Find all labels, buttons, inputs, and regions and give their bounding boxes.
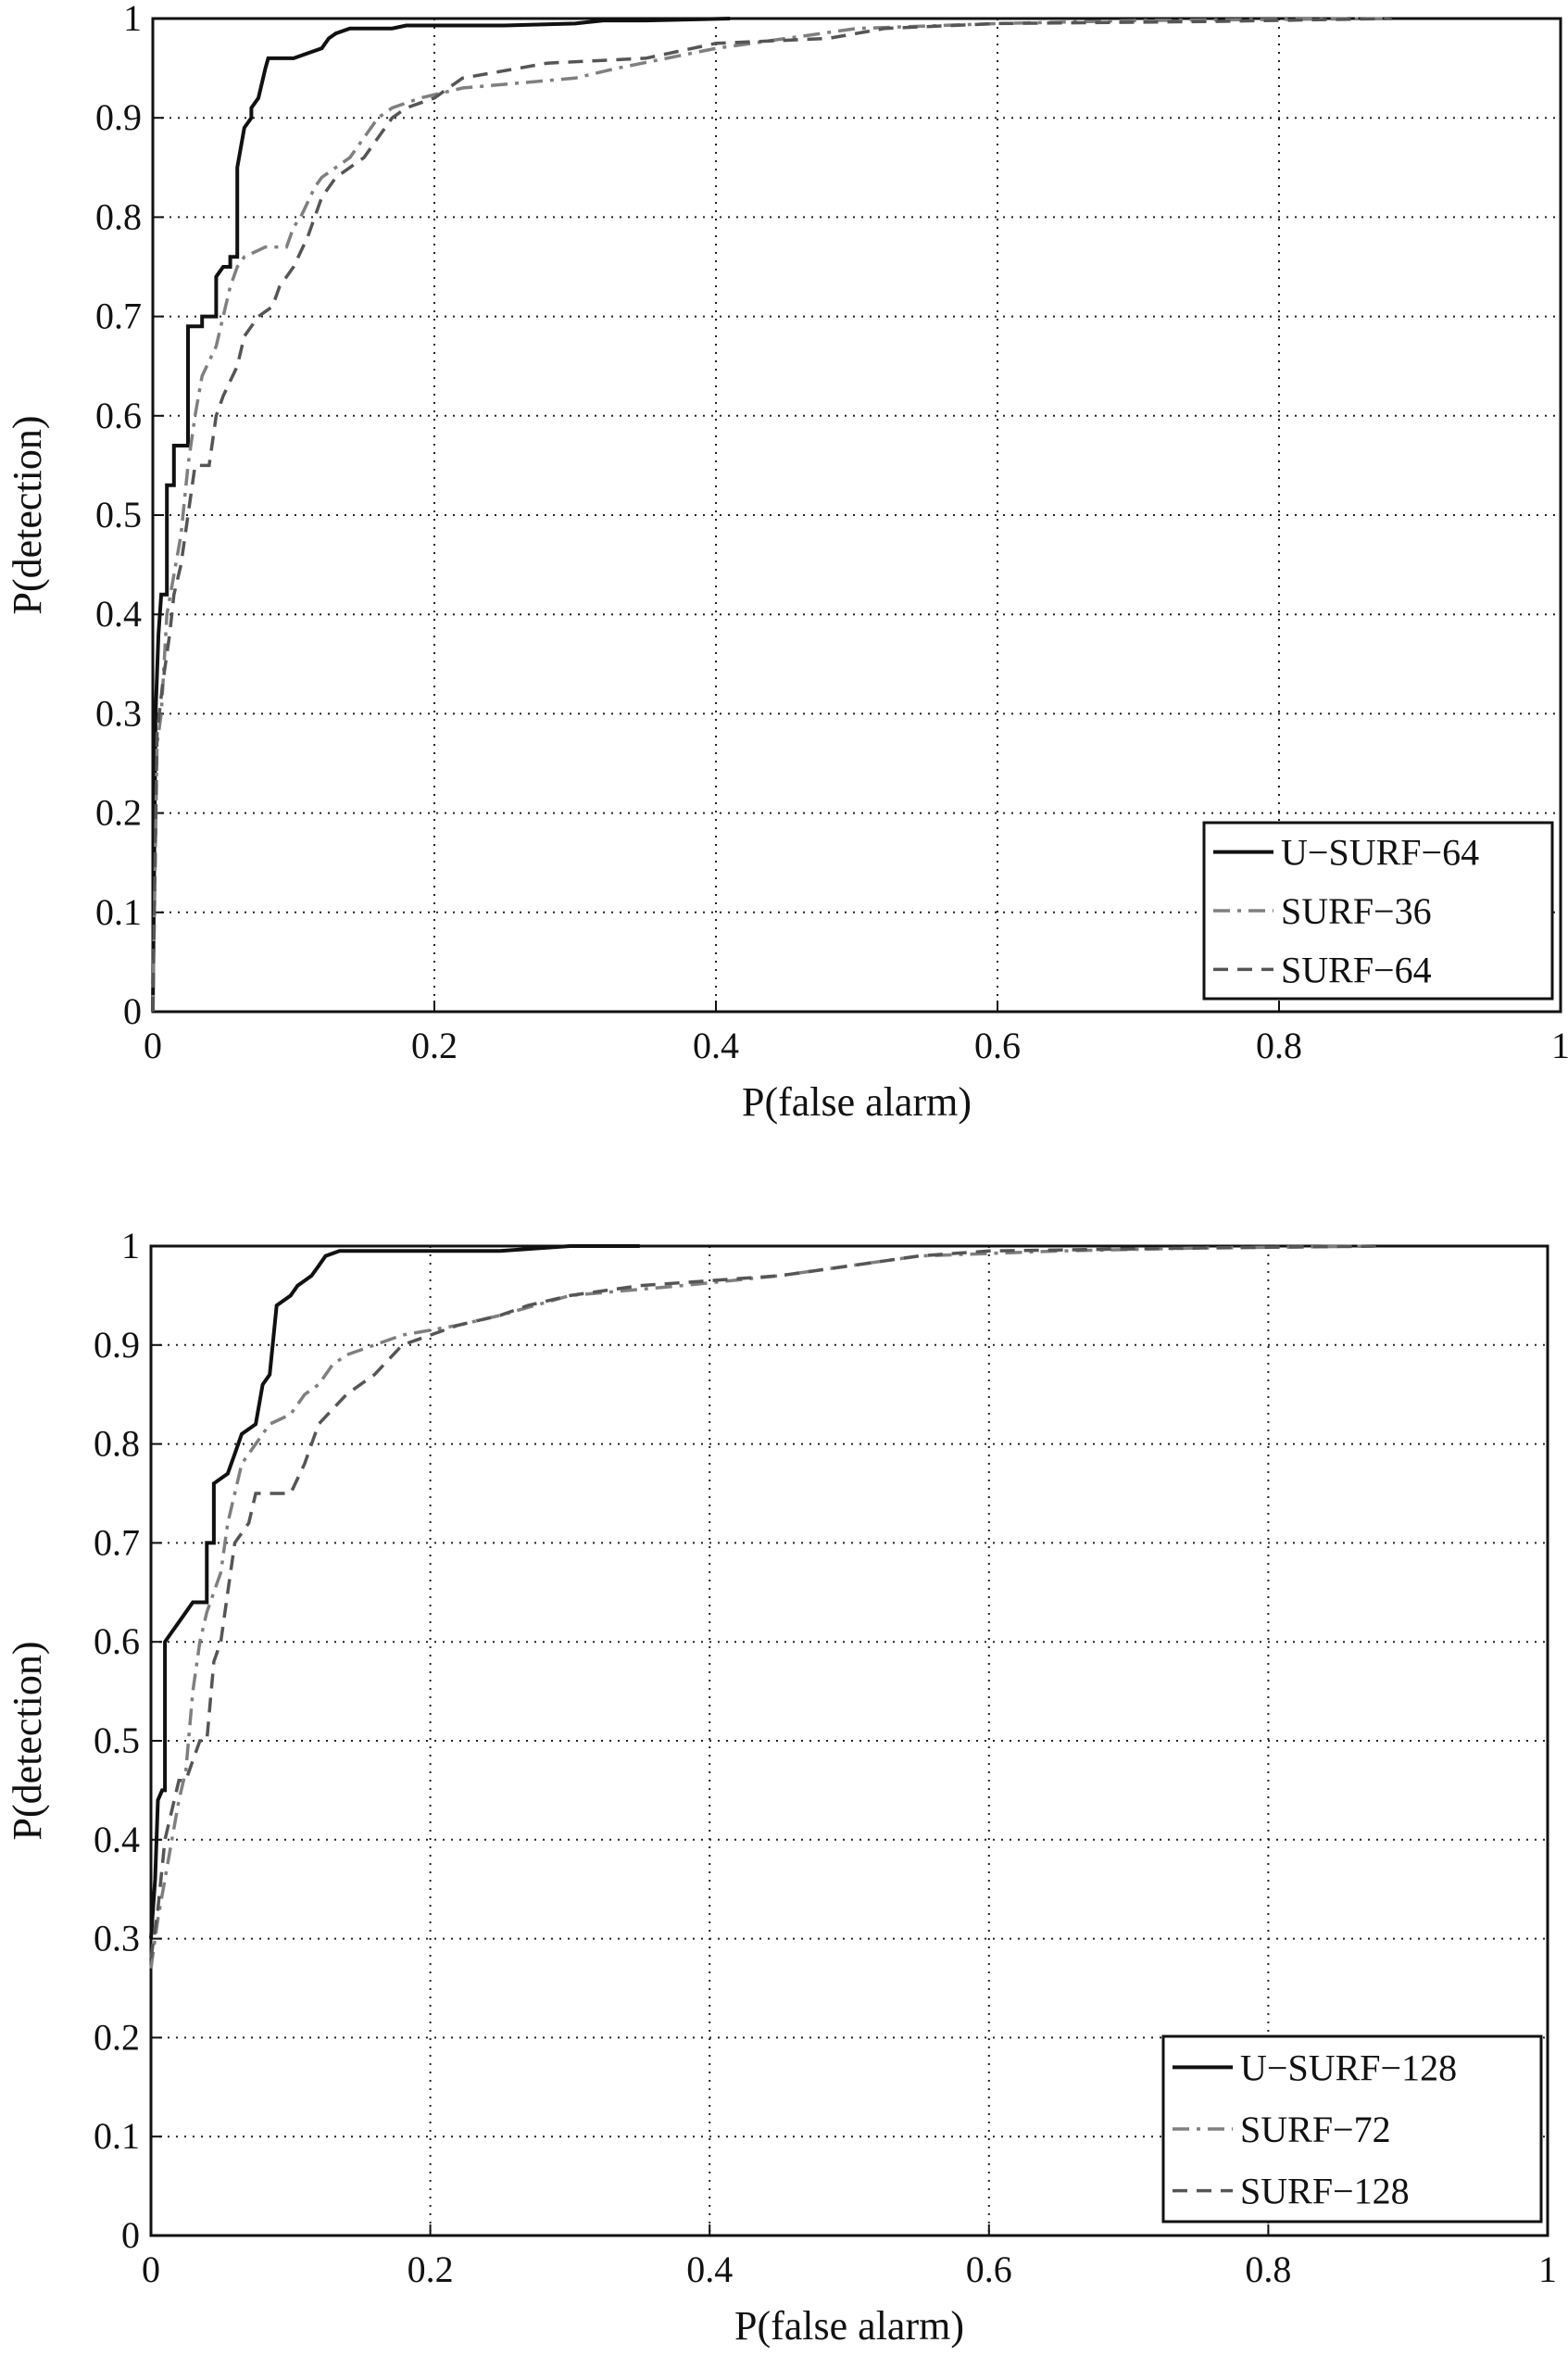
series-line — [151, 17, 1392, 1013]
y-axis-label: P(detection) — [5, 1641, 50, 1840]
y-tick-label: 1 — [123, 0, 142, 39]
plot-frame — [151, 17, 1562, 1014]
y-tick-label: 1 — [121, 1225, 140, 1266]
x-tick-label: 0.4 — [693, 1025, 739, 1066]
chart-top: 0 0.2 0.4 0.6 0.8 1 0 0.1 0.2 0.3 0.4 0.5 0.6 0.7 0.8… — [5, 0, 1568, 1125]
legend-label: SURF−72 — [1240, 2109, 1391, 2150]
series-line — [149, 1244, 640, 1939]
y-tick-label: 0.1 — [94, 2115, 140, 2157]
x-axis-label: P(false alarm) — [734, 2303, 964, 2349]
legend: U−SURF−128 SURF−72 SURF−128 — [1161, 2034, 1543, 2223]
x-tick-labels: 0 0.2 0.4 0.6 0.8 1 — [142, 2248, 1557, 2290]
y-tick-label: 0.5 — [95, 494, 142, 535]
y-tick-label: 0.3 — [94, 1918, 140, 1959]
series-line — [151, 17, 1392, 1013]
y-tick-label: 0.1 — [95, 891, 142, 933]
y-tick-labels: 0 0.1 0.2 0.3 0.4 0.5 0.6 0.7 0.8 0.9 1 — [95, 0, 142, 1032]
grid-lines — [150, 1245, 1549, 2236]
x-tick-label: 1 — [1538, 2248, 1557, 2290]
legend: U−SURF−64 SURF−36 SURF−64 — [1202, 821, 1554, 1001]
y-tick-label: 0.8 — [95, 195, 142, 237]
y-tick-label: 0.7 — [94, 1521, 140, 1563]
legend-label: SURF−128 — [1240, 2171, 1410, 2212]
y-tick-label: 0.7 — [95, 296, 142, 337]
y-tick-label: 0 — [121, 2214, 140, 2256]
x-tick-label: 0 — [144, 1025, 162, 1066]
legend-label: SURF−36 — [1281, 890, 1432, 932]
legend-label: U−SURF−64 — [1281, 832, 1479, 874]
y-tick-label: 0.2 — [94, 2016, 140, 2058]
plot-frame — [149, 1244, 1549, 2237]
y-tick-labels: 0 0.1 0.2 0.3 0.4 0.5 0.6 0.7 0.8 0.9 1 — [94, 1225, 140, 2256]
x-tick-label: 0.6 — [974, 1025, 1021, 1066]
y-tick-label: 0.6 — [94, 1620, 140, 1662]
y-tick-label: 0.4 — [95, 593, 142, 635]
y-tick-label: 0 — [123, 990, 142, 1032]
x-axis-label: P(false alarm) — [742, 1079, 972, 1125]
series-line — [149, 1244, 1381, 1969]
x-tick-label: 0.8 — [1256, 1025, 1302, 1066]
y-tick-label: 0.2 — [95, 792, 142, 834]
series-lines — [149, 1244, 1381, 1969]
series-line — [151, 17, 731, 1013]
x-tick-label: 0.2 — [411, 1025, 458, 1066]
chart-bottom: 0 0.2 0.4 0.6 0.8 1 0 0.1 0.2 0.3 0.4 0.5 0.6 0.7 0.8… — [5, 1225, 1557, 2349]
x-tick-label: 0.4 — [686, 2248, 733, 2290]
y-tick-label: 0.8 — [94, 1423, 140, 1465]
y-tick-label: 0.3 — [95, 692, 142, 734]
x-tick-label: 0 — [142, 2248, 160, 2290]
legend-label: U−SURF−128 — [1240, 2047, 1457, 2088]
y-axis-label: P(detection) — [5, 415, 50, 614]
y-tick-label: 0.9 — [94, 1324, 140, 1366]
legend-entries: U−SURF−128 SURF−72 SURF−128 — [1173, 2047, 1457, 2212]
legend-label: SURF−64 — [1281, 949, 1432, 990]
x-tick-label: 0.2 — [408, 2248, 454, 2290]
y-tick-label: 0.4 — [94, 1819, 140, 1860]
legend-entries: U−SURF−64 SURF−36 SURF−64 — [1213, 832, 1479, 990]
series-lines — [151, 17, 1392, 1013]
y-tick-label: 0.5 — [94, 1719, 140, 1761]
grid-lines — [152, 18, 1562, 1013]
x-tick-label: 1 — [1551, 1025, 1568, 1066]
y-tick-label: 0.9 — [95, 96, 142, 138]
x-tick-label: 0.6 — [966, 2248, 1012, 2290]
y-tick-label: 0.6 — [95, 395, 142, 436]
x-tick-label: 0.8 — [1245, 2248, 1291, 2290]
x-tick-labels: 0 0.2 0.4 0.6 0.8 1 — [144, 1025, 1568, 1066]
